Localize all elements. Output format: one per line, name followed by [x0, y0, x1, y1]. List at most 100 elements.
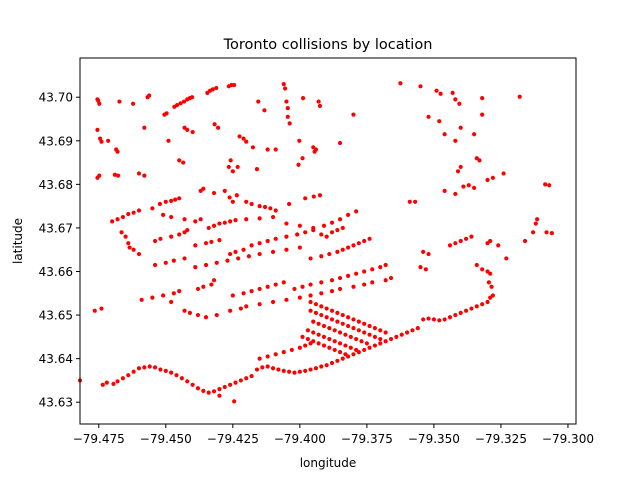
data-point: [265, 147, 270, 152]
data-point: [457, 101, 462, 106]
data-point: [356, 328, 361, 333]
data-point: [480, 267, 485, 272]
data-point: [378, 265, 383, 270]
data-point: [190, 129, 195, 135]
data-point: [372, 343, 378, 348]
data-point: [308, 299, 313, 305]
data-point: [217, 221, 222, 226]
data-point: [262, 204, 268, 210]
data-point: [316, 332, 321, 337]
data-point: [100, 382, 105, 387]
data-point: [305, 328, 310, 333]
data-point: [211, 223, 217, 228]
data-point: [329, 308, 335, 313]
data-point: [472, 132, 477, 137]
data-point: [362, 330, 367, 335]
data-point: [285, 114, 290, 119]
data-point: [163, 199, 168, 204]
x-axis-ticks: −79.475 −79.450 −79.425 −79.400 −79.375 −79.3…: [73, 424, 594, 446]
data-point: [480, 112, 485, 117]
data-point: [203, 241, 209, 246]
data-point: [351, 112, 356, 117]
data-point: [201, 388, 206, 393]
data-point: [230, 199, 235, 204]
data-point: [150, 295, 155, 300]
data-point: [276, 367, 281, 372]
data-point: [547, 183, 552, 188]
data-point: [212, 122, 217, 127]
data-point: [195, 312, 201, 318]
data-point: [193, 219, 198, 224]
data-point: [234, 193, 239, 198]
data-point: [181, 99, 187, 104]
y-tick-label: 43.66: [39, 265, 73, 279]
data-point: [104, 380, 109, 385]
data-point: [241, 291, 246, 296]
data-point: [346, 315, 351, 320]
data-point: [110, 219, 115, 224]
data-point: [126, 211, 131, 217]
data-point: [343, 343, 348, 348]
data-point: [383, 330, 388, 335]
data-point: [348, 345, 353, 350]
y-tick-label: 43.63: [39, 396, 73, 410]
data-point: [303, 196, 308, 201]
data-point: [161, 212, 166, 217]
data-point: [214, 260, 219, 265]
data-point: [354, 209, 359, 214]
data-point: [244, 139, 249, 144]
data-point: [203, 315, 209, 320]
data-point: [152, 365, 158, 370]
data-point: [450, 90, 455, 95]
data-point: [119, 230, 124, 235]
data-point: [115, 173, 121, 178]
y-tick-label: 43.64: [39, 352, 73, 366]
data-point: [265, 238, 270, 244]
y-tick-label: 43.68: [39, 178, 73, 192]
data-point: [316, 321, 321, 326]
data-point: [281, 368, 286, 373]
data-point: [249, 289, 254, 294]
data-point: [262, 108, 267, 113]
data-point: [437, 119, 442, 124]
data-point: [285, 106, 290, 111]
data-point: [321, 223, 327, 228]
data-point: [270, 299, 276, 305]
data-point: [225, 258, 230, 263]
data-point: [142, 365, 147, 370]
data-point: [337, 275, 343, 281]
y-tick-label: 43.69: [39, 134, 73, 148]
data-point: [193, 265, 198, 270]
data-point: [209, 282, 214, 287]
data-point: [458, 125, 463, 130]
data-point: [161, 293, 166, 298]
data-point: [340, 312, 345, 318]
data-point: [257, 251, 262, 257]
data-point: [254, 167, 260, 172]
data-point: [340, 321, 345, 326]
data-point: [177, 158, 182, 163]
data-point: [300, 95, 306, 101]
data-point: [287, 121, 292, 126]
data-point: [131, 247, 136, 252]
data-point: [179, 376, 184, 381]
data-point: [504, 256, 509, 261]
data-point: [249, 243, 254, 248]
data-point: [319, 364, 324, 369]
data-point: [222, 384, 227, 390]
data-point: [346, 273, 351, 278]
data-point: [177, 196, 182, 201]
data-point: [549, 231, 554, 236]
data-point: [297, 223, 302, 228]
data-point: [257, 216, 262, 221]
data-point: [270, 366, 276, 371]
data-point: [142, 125, 147, 130]
data-point: [418, 84, 423, 89]
data-point: [244, 376, 249, 381]
data-point: [472, 185, 477, 190]
data-point: [169, 214, 174, 220]
data-point: [171, 291, 176, 296]
data-point: [308, 341, 313, 346]
data-point: [447, 243, 453, 248]
